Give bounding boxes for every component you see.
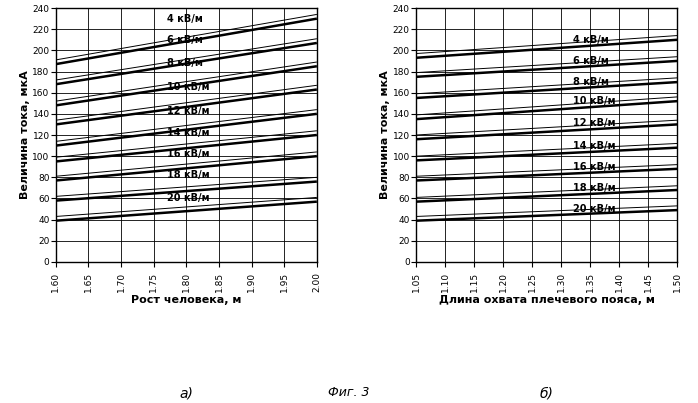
Y-axis label: Величина тока, мкА: Величина тока, мкА (20, 71, 29, 199)
Text: а): а) (179, 387, 193, 401)
Text: 16 кВ/м: 16 кВ/м (572, 162, 615, 172)
Text: 20 кВ/м: 20 кВ/м (167, 193, 209, 204)
Text: 4 кВ/м: 4 кВ/м (572, 35, 609, 45)
Text: б): б) (540, 387, 554, 401)
Text: 20 кВ/м: 20 кВ/м (572, 204, 615, 214)
Text: 8 кВ/м: 8 кВ/м (167, 58, 203, 68)
Text: 18 кВ/м: 18 кВ/м (167, 170, 209, 180)
Text: 6 кВ/м: 6 кВ/м (167, 35, 202, 45)
X-axis label: Рост человека, м: Рост человека, м (131, 295, 242, 305)
Text: 10 кВ/м: 10 кВ/м (572, 96, 615, 106)
Text: 14 кВ/м: 14 кВ/м (572, 141, 615, 151)
Text: 12 кВ/м: 12 кВ/м (572, 118, 615, 129)
Text: 4 кВ/м: 4 кВ/м (167, 14, 202, 24)
Text: 8 кВ/м: 8 кВ/м (572, 77, 609, 87)
Text: 18 кВ/м: 18 кВ/м (572, 183, 616, 193)
Text: 6 кВ/м: 6 кВ/м (572, 56, 609, 66)
Text: 10 кВ/м: 10 кВ/м (167, 82, 209, 92)
Y-axis label: Величина тока, мкА: Величина тока, мкА (380, 71, 389, 199)
Text: Фиг. 3: Фиг. 3 (328, 386, 370, 399)
X-axis label: Длина охвата плечевого пояса, м: Длина охвата плечевого пояса, м (438, 295, 655, 305)
Text: 16 кВ/м: 16 кВ/м (167, 149, 209, 159)
Text: 12 кВ/м: 12 кВ/м (167, 106, 209, 116)
Text: 14 кВ/м: 14 кВ/м (167, 128, 209, 138)
